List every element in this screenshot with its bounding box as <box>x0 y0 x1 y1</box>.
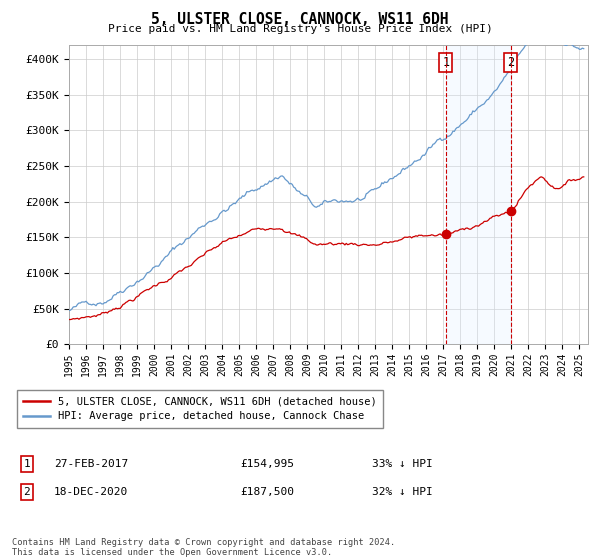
Bar <box>446 45 511 344</box>
Text: 2: 2 <box>23 487 31 497</box>
Text: £154,995: £154,995 <box>240 459 294 469</box>
Text: 5, ULSTER CLOSE, CANNOCK, WS11 6DH: 5, ULSTER CLOSE, CANNOCK, WS11 6DH <box>151 12 449 27</box>
Text: 18-DEC-2020: 18-DEC-2020 <box>54 487 128 497</box>
Text: 2: 2 <box>507 56 514 69</box>
Text: 1: 1 <box>442 56 449 69</box>
Legend: 5, ULSTER CLOSE, CANNOCK, WS11 6DH (detached house), HPI: Average price, detache: 5, ULSTER CLOSE, CANNOCK, WS11 6DH (deta… <box>17 390 383 428</box>
Text: Contains HM Land Registry data © Crown copyright and database right 2024.
This d: Contains HM Land Registry data © Crown c… <box>12 538 395 557</box>
Text: 27-FEB-2017: 27-FEB-2017 <box>54 459 128 469</box>
Text: 33% ↓ HPI: 33% ↓ HPI <box>372 459 433 469</box>
Text: £187,500: £187,500 <box>240 487 294 497</box>
Text: 1: 1 <box>23 459 31 469</box>
Text: 32% ↓ HPI: 32% ↓ HPI <box>372 487 433 497</box>
Text: Price paid vs. HM Land Registry's House Price Index (HPI): Price paid vs. HM Land Registry's House … <box>107 24 493 34</box>
